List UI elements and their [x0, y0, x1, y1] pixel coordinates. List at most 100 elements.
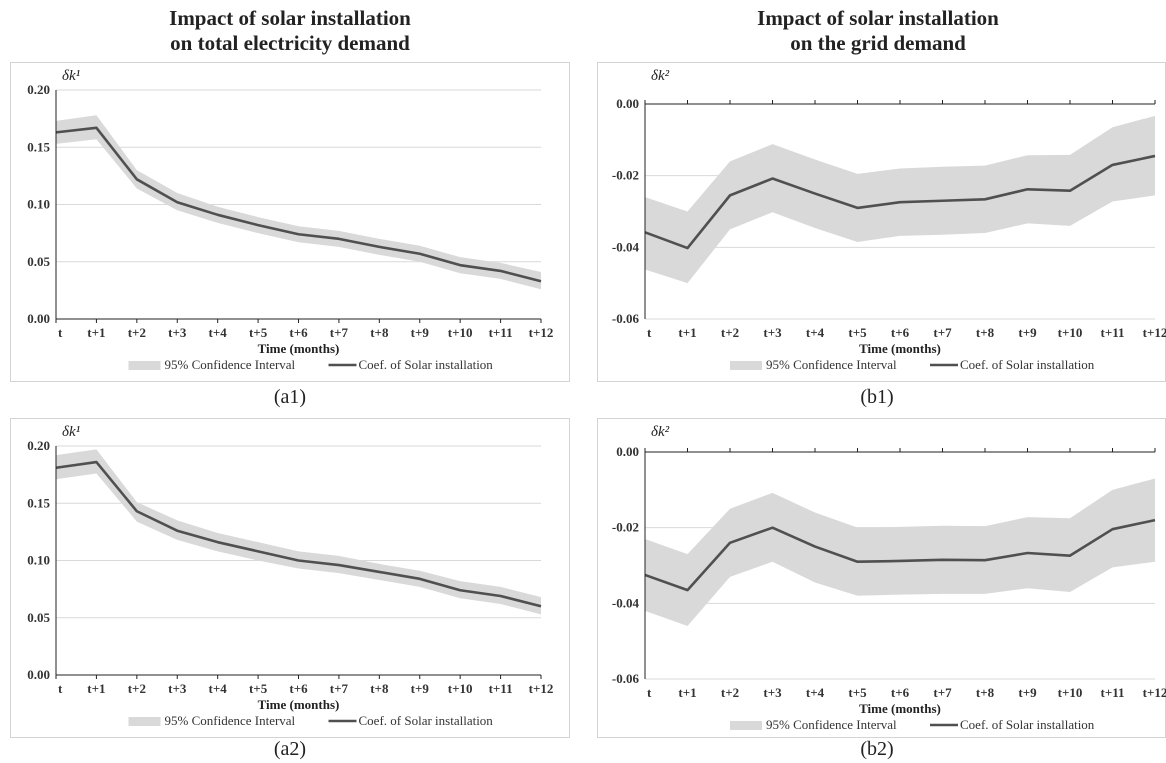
- y-tick-label: 0.00: [27, 667, 50, 682]
- y-tick-label: 0.00: [27, 311, 50, 326]
- chart-a2: 0.00 0.05 0.10 0.15 0.20 t t+1 t+2 t+3 t+4 t+5 t+6 t…: [27, 424, 554, 728]
- x-tick-label: t+3: [763, 325, 782, 340]
- y-axis-label: δk²: [651, 68, 670, 84]
- coef-series-line: [644, 518, 1156, 592]
- legend-label-coef: Coef. of Solar installation: [960, 717, 1095, 732]
- y-tick-label: 0.10: [27, 553, 50, 568]
- x-tick-label: t+10: [448, 325, 473, 340]
- column-title-line: on the grid demand: [790, 31, 966, 55]
- column-title-line: on total electricity demand: [170, 31, 410, 55]
- x-tick-label: t+7: [933, 325, 952, 340]
- x-tick-label: t+6: [891, 685, 910, 700]
- caption-a2: (a2): [273, 738, 307, 760]
- y-tick-label: -0.06: [612, 311, 640, 326]
- x-tick-label: t+12: [1143, 325, 1166, 340]
- x-tick-label: t+11: [1100, 685, 1124, 700]
- y-tick-label: 0.15: [27, 139, 50, 154]
- y-tick-label: -0.02: [612, 520, 639, 535]
- legend-label-coef: Coef. of Solar installation: [359, 357, 494, 372]
- x-tick-label: t+1: [678, 325, 696, 340]
- x-axis-title: Time (months): [258, 697, 340, 712]
- x-tick-label: t+3: [168, 681, 187, 696]
- x-tick-label: t+5: [848, 325, 867, 340]
- x-tick-label: t: [647, 685, 652, 700]
- x-tick-label: t+11: [489, 325, 513, 340]
- x-tick-label: t+3: [763, 685, 782, 700]
- coef-series-line: [55, 126, 542, 283]
- y-tick-label: -0.04: [612, 595, 640, 610]
- legend-swatch-ci: [128, 717, 161, 726]
- x-tick-label: t+9: [411, 325, 430, 340]
- coef-series-line: [644, 154, 1156, 250]
- chart-panel-a2: 0.00 0.05 0.10 0.15 0.20 t t+1 t+2 t+3 t+4 t+5 t+6 t…: [10, 418, 570, 738]
- confidence-band: [645, 115, 1155, 284]
- caption-a1: (a1): [273, 386, 307, 408]
- caption-b2: (b2): [860, 738, 894, 760]
- legend-swatch-ci: [128, 361, 161, 370]
- x-axis-title: Time (months): [258, 341, 340, 356]
- y-tick-label: 0.10: [27, 197, 50, 212]
- x-tick-label: t+1: [678, 685, 696, 700]
- legend-label-coef: Coef. of Solar installation: [359, 713, 494, 728]
- confidence-band: [56, 115, 541, 290]
- confidence-band: [56, 449, 541, 615]
- legend-label-ci: 95% Confidence Interval: [165, 713, 296, 728]
- legend-label-ci: 95% Confidence Interval: [165, 357, 296, 372]
- x-tick-label: t+11: [489, 681, 513, 696]
- x-tick-label: t+12: [529, 681, 554, 696]
- chart-panel-b2: -0.06 -0.04 -0.02 0.00 t t+1 t+2 t+3 t+4 t+5 t+6 t+…: [597, 418, 1166, 738]
- x-tick-label: t+4: [806, 685, 825, 700]
- chart-a1: 0.00 0.05 0.10 0.15 0.20 t t+1 t+2 t+3 t+4 t+5 t+6 t…: [27, 68, 554, 372]
- confidence-band: [645, 478, 1155, 627]
- y-tick-label: 0.00: [616, 96, 639, 111]
- x-tick-label: t+8: [976, 325, 995, 340]
- x-axis-title: Time (months): [859, 701, 941, 716]
- x-tick-label: t+8: [976, 685, 995, 700]
- legend-swatch-ci: [730, 721, 762, 730]
- x-tick-label: t+9: [1018, 325, 1037, 340]
- x-tick-label: t: [58, 325, 63, 340]
- caption-b1: (b1): [860, 386, 894, 408]
- x-tick-label: t+3: [168, 325, 187, 340]
- y-tick-label: 0.15: [27, 495, 50, 510]
- y-tick-label: 0.20: [27, 82, 50, 97]
- x-tick-label: t+6: [891, 325, 910, 340]
- legend-label-ci: 95% Confidence Interval: [766, 357, 897, 372]
- coef-series-line: [55, 460, 542, 608]
- chart-b2: -0.06 -0.04 -0.02 0.00 t t+1 t+2 t+3 t+4 t+5 t+6 t+…: [612, 424, 1166, 732]
- x-tick-label: t+10: [448, 681, 473, 696]
- column-title-line: Impact of solar installation: [169, 6, 411, 30]
- column-title-line: Impact of solar installation: [757, 6, 999, 30]
- legend-label-ci: 95% Confidence Interval: [766, 717, 897, 732]
- y-axis-label: δk¹: [62, 68, 81, 84]
- x-tick-label: t: [647, 325, 652, 340]
- y-tick-label: 0.05: [27, 610, 50, 625]
- column-title-total-demand: Impact of solar installation on total el…: [10, 6, 570, 56]
- y-axis-label: δk²: [651, 424, 670, 440]
- x-tick-label: t+12: [1143, 685, 1166, 700]
- x-tick-label: t+2: [721, 325, 739, 340]
- x-tick-label: t+4: [209, 325, 228, 340]
- x-tick-label: t+1: [87, 681, 105, 696]
- x-tick-label: t+6: [289, 325, 308, 340]
- x-tick-label: t+8: [370, 681, 389, 696]
- x-tick-label: t+5: [848, 685, 867, 700]
- y-axis-label: δk¹: [62, 424, 81, 440]
- y-tick-label: -0.02: [612, 168, 639, 183]
- legend-label-coef: Coef. of Solar installation: [960, 357, 1095, 372]
- x-tick-label: t+7: [330, 681, 349, 696]
- x-tick-label: t+7: [933, 685, 952, 700]
- x-tick-label: t+2: [128, 325, 146, 340]
- x-tick-label: t+11: [1100, 325, 1124, 340]
- x-tick-label: t+4: [806, 325, 825, 340]
- chart-panel-a1: 0.00 0.05 0.10 0.15 0.20 t t+1 t+2 t+3 t+4 t+5 t+6 t…: [10, 62, 570, 382]
- y-tick-label: 0.00: [616, 444, 639, 459]
- x-tick-label: t+5: [249, 681, 268, 696]
- x-tick-label: t+7: [330, 325, 349, 340]
- y-tick-label: -0.04: [612, 239, 640, 254]
- x-tick-label: t+12: [529, 325, 554, 340]
- y-tick-label: 0.05: [27, 254, 50, 269]
- x-tick-label: t+10: [1058, 325, 1083, 340]
- x-tick-label: t+1: [87, 325, 105, 340]
- column-title-grid-demand: Impact of solar installation on the grid…: [598, 6, 1158, 56]
